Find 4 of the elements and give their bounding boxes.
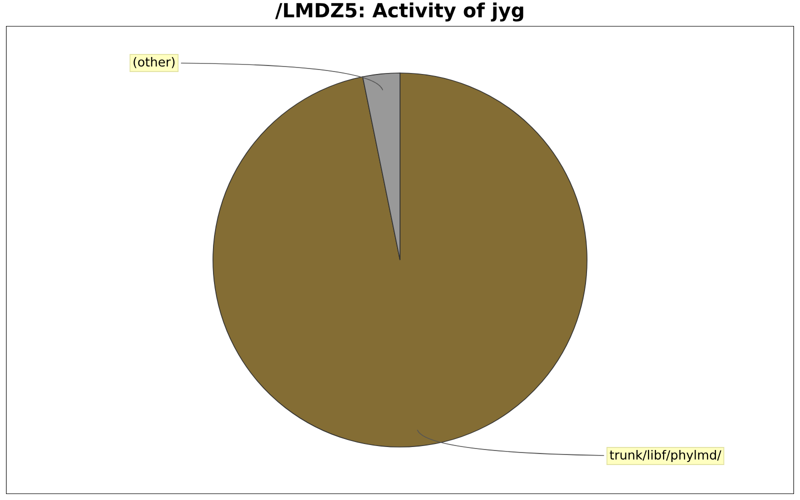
slice-label: (other) <box>134 56 175 68</box>
slice-label: trunk/libf/phylmd/ <box>610 450 722 462</box>
chart-title: /LMDZ5: Activity of jyg <box>275 2 524 22</box>
pie-slice <box>212 72 588 448</box>
